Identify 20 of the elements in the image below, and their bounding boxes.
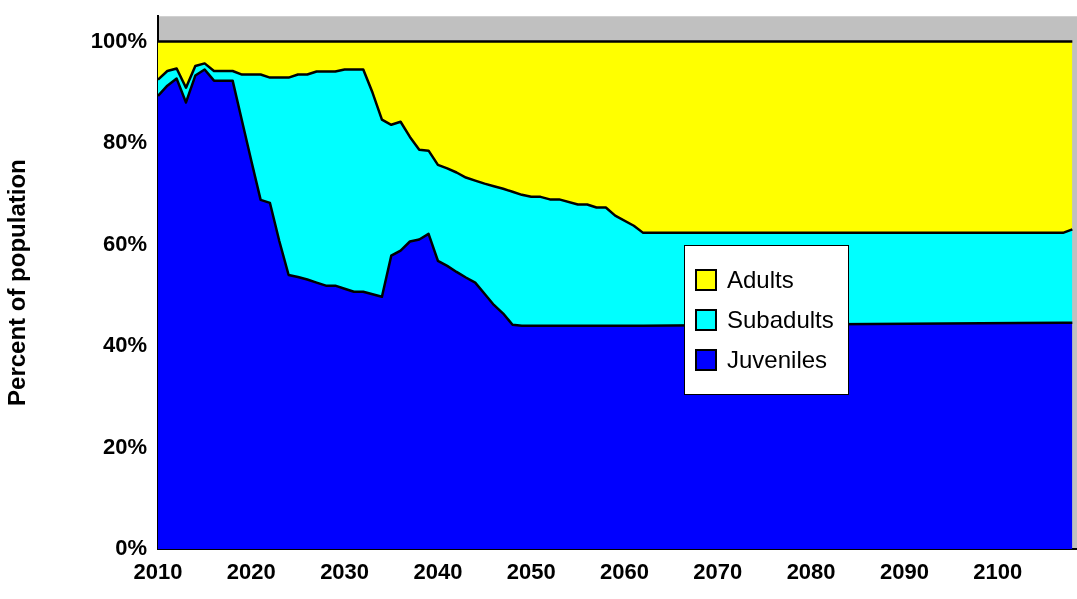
y-tick-label: 60% (102, 230, 147, 256)
x-tick-label: 2050 (506, 559, 556, 585)
y-tick-label: 80% (102, 129, 147, 155)
x-tick-label: 2030 (320, 559, 370, 585)
y-axis-title: Percent of population (3, 159, 31, 406)
x-tick-label: 2060 (600, 559, 649, 585)
legend-label: Juveniles (727, 346, 828, 374)
x-tick-label: 2090 (879, 559, 929, 585)
y-tick-label: 100% (90, 27, 147, 53)
x-tick-label: 2040 (413, 559, 463, 585)
legend-label: Subadults (727, 306, 834, 334)
y-tick-label: 20% (102, 433, 147, 459)
legend-label: Adults (727, 266, 794, 294)
x-tick-label: 2020 (226, 559, 276, 585)
x-tick-label: 2070 (693, 559, 743, 585)
y-tick-label: 0% (115, 535, 147, 561)
x-tick-label: 2100 (973, 559, 1023, 585)
x-tick-label: 2080 (786, 559, 836, 585)
x-tick-label: 2010 (133, 559, 183, 585)
y-tick-label: 40% (102, 332, 147, 358)
